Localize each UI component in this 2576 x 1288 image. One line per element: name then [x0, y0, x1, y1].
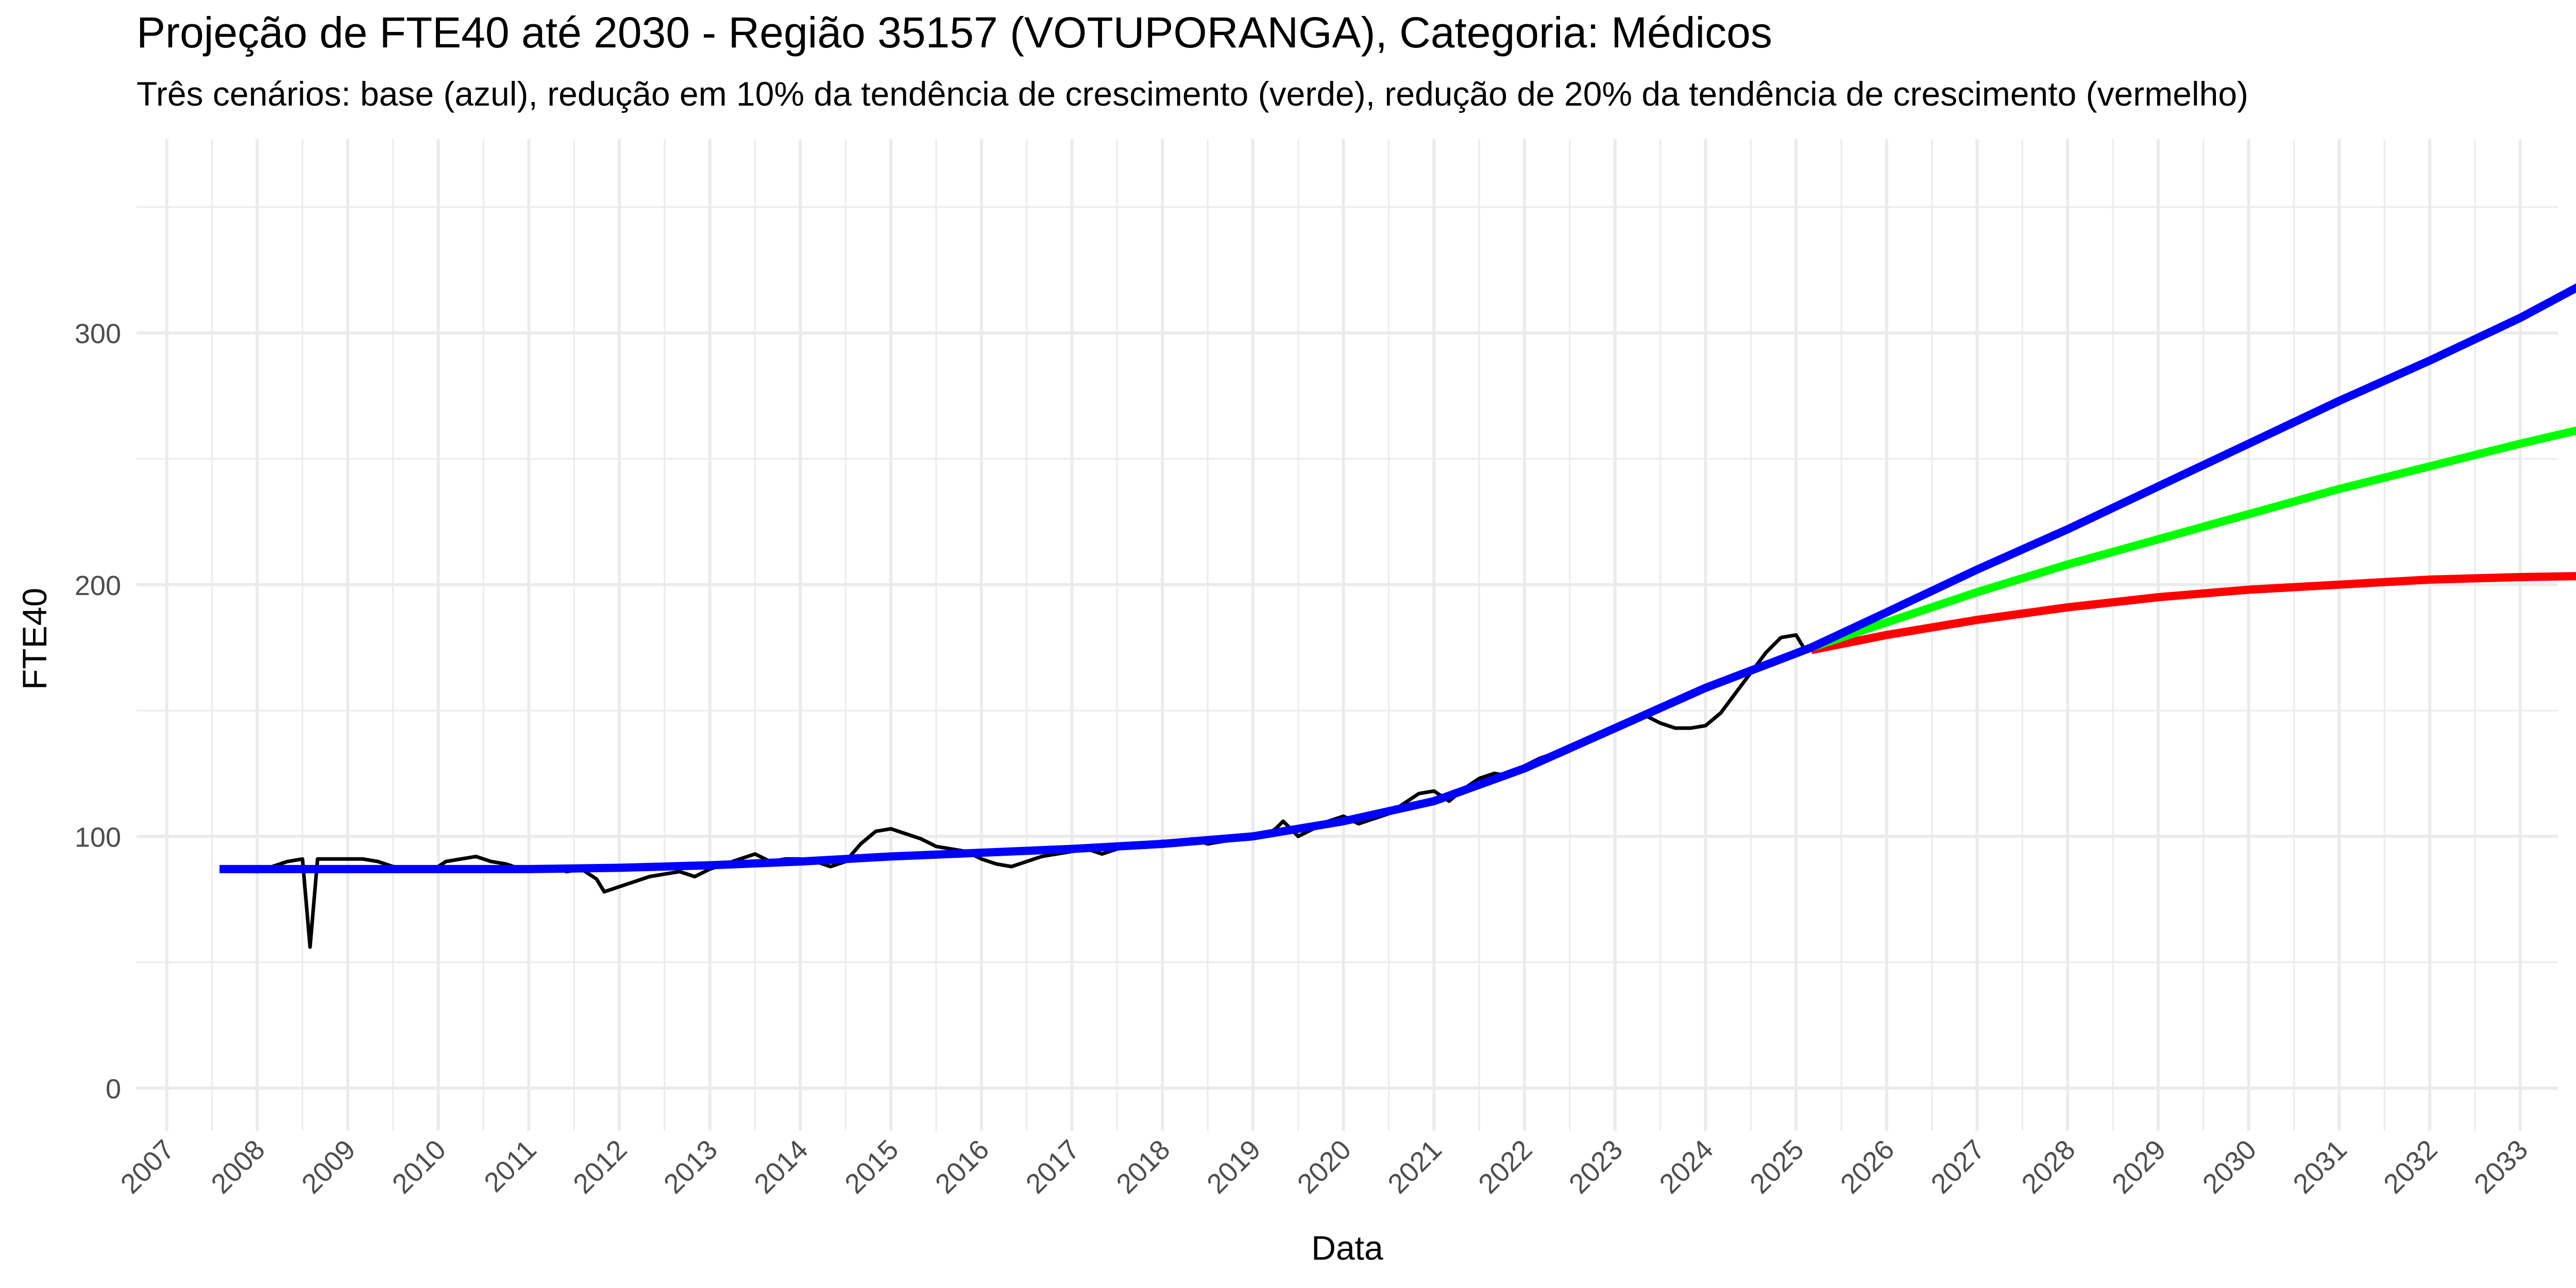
- plot-area: [137, 139, 2576, 1131]
- series-observed-line: [219, 633, 1812, 949]
- x-tick-label: 2022: [1472, 1134, 1538, 1199]
- y-axis-label: FTE40: [15, 588, 54, 690]
- x-tick-label: 2013: [658, 1134, 723, 1199]
- x-tick-label: 2015: [839, 1134, 904, 1199]
- x-tick-label: 2027: [1925, 1134, 1991, 1199]
- y-tick-label: 200: [75, 570, 121, 601]
- x-tick-label: 2024: [1654, 1134, 1719, 1199]
- x-tick-label: 2017: [1020, 1134, 1086, 1199]
- x-tick-label: 2010: [386, 1134, 452, 1199]
- chart-title: Projeção de FTE40 até 2030 - Região 3515…: [137, 8, 1772, 57]
- chart-subtitle: Três cenários: base (azul), redução em 1…: [137, 75, 2248, 113]
- x-tick-label: 2019: [1201, 1134, 1266, 1199]
- x-tick-label: 2033: [2468, 1134, 2534, 1199]
- series-reducao10-line: [1809, 426, 2576, 652]
- x-tick-label: 2016: [929, 1134, 995, 1199]
- x-tick-label: 2020: [1292, 1134, 1357, 1199]
- x-tick-label: 2014: [749, 1134, 814, 1199]
- x-axis-label: Data: [1311, 1229, 1383, 1267]
- x-tick-label: 2021: [1382, 1134, 1447, 1199]
- x-tick-label: 2025: [1744, 1134, 1809, 1199]
- x-tick-label: 2028: [2015, 1134, 2081, 1199]
- grid-minor: [137, 139, 2558, 1131]
- y-axis-ticks: 0 100 200 300: [75, 318, 121, 1105]
- x-tick-label: 2011: [478, 1134, 543, 1198]
- x-tick-label: 2007: [115, 1134, 180, 1199]
- x-tick-label: 2032: [2378, 1134, 2443, 1199]
- x-tick-label: 2030: [2197, 1134, 2262, 1199]
- series-base-line: [219, 283, 2576, 873]
- x-tick-label: 2023: [1563, 1134, 1629, 1199]
- x-tick-label: 2008: [205, 1134, 270, 1199]
- x-tick-label: 2031: [2287, 1134, 2352, 1199]
- y-tick-label: 0: [106, 1074, 121, 1105]
- grid-major: [137, 139, 2558, 1131]
- series-reducao20-line: [1810, 572, 2576, 654]
- x-tick-label: 2029: [2106, 1134, 2172, 1199]
- series-layer: [219, 283, 2576, 949]
- x-tick-label: 2026: [1835, 1134, 1900, 1199]
- x-axis-ticks: 2007 2008 2009 2010 2011 2012 2013 2014 2015 2016…: [115, 1134, 2534, 1199]
- x-tick-label: 2009: [296, 1134, 361, 1199]
- y-tick-label: 100: [75, 822, 121, 853]
- x-tick-label: 2018: [1110, 1134, 1176, 1199]
- y-tick-label: 300: [75, 318, 121, 349]
- x-tick-label: 2012: [567, 1134, 633, 1199]
